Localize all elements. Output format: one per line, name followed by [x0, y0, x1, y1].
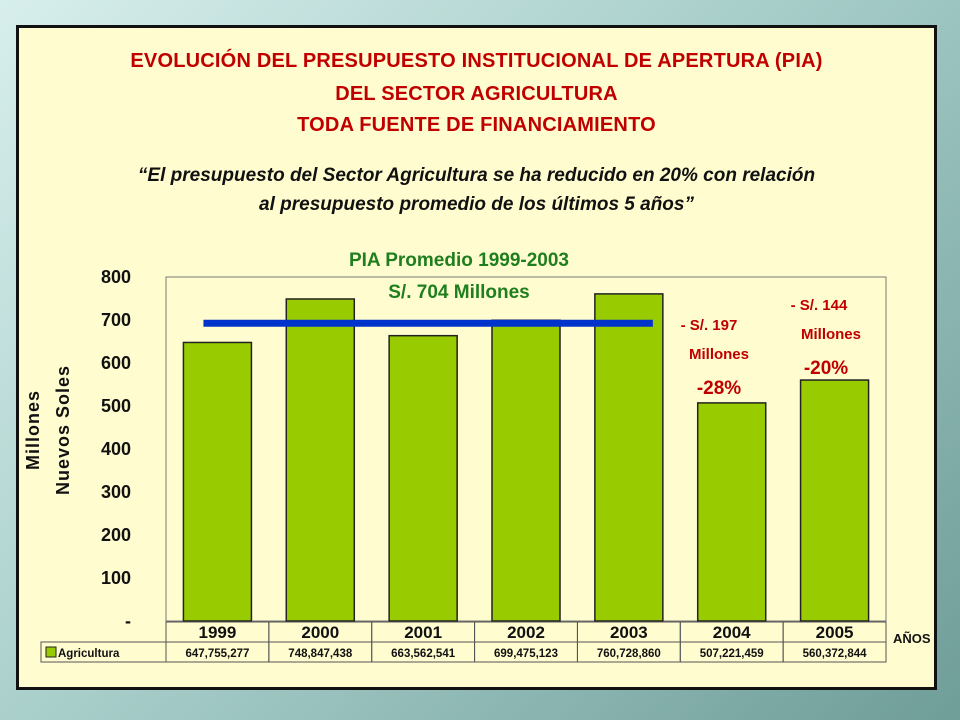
y-tick-label: 800 — [101, 267, 131, 287]
x-tick-label: 2000 — [301, 623, 339, 642]
data-table: 1999 2000 2001 2002 2003 2004 2005 Agricultura 6… — [40, 621, 887, 663]
title-line-1: EVOLUCIÓN DEL PRESUPUESTO INSTITUCIONAL … — [130, 50, 823, 72]
y-tick-label: 400 — [101, 439, 131, 459]
x-tick-label: 2003 — [610, 623, 648, 642]
annotation-2004-amount: - S/. 197 — [680, 317, 738, 334]
y-axis-label-line-2: Nuevos Soles — [53, 365, 73, 495]
y-axis: - 100 200 300 400 500 600 700 800 — [101, 267, 131, 631]
y-tick-label: 200 — [101, 525, 131, 545]
annotation-2005-percent: -20% — [803, 358, 849, 379]
data-label: 647,755,277 — [185, 648, 249, 660]
bar-2001 — [388, 334, 458, 622]
data-label: 748,847,438 — [288, 648, 353, 660]
quote-line-1: “El presupuesto del Sector Agricultura s… — [137, 165, 816, 186]
y-tick-label: 500 — [101, 396, 131, 416]
bar-2003 — [594, 293, 664, 622]
data-label: 760,728,860 — [597, 648, 661, 660]
x-tick-label: 2001 — [404, 623, 442, 642]
legend-swatch — [45, 646, 57, 658]
x-axis-label: AÑOS — [893, 631, 931, 646]
quote-line-2: al presupuesto promedio de los últimos 5… — [259, 194, 694, 215]
data-label: 699,475,123 — [494, 648, 558, 660]
y-tick-label: 300 — [101, 482, 131, 502]
data-label: 663,562,541 — [391, 648, 456, 660]
bar-2002 — [491, 319, 561, 622]
average-label-line-2: S/. 704 Millones — [388, 282, 530, 303]
title-line-2: DEL SECTOR AGRICULTURA — [335, 83, 618, 105]
bar-2005 — [799, 379, 870, 622]
bars-group — [182, 293, 870, 622]
x-tick-label: 2004 — [713, 623, 751, 642]
annotation-2005-unit: Millones — [800, 326, 861, 343]
x-tick-label: 2002 — [507, 623, 545, 642]
bar-2004 — [696, 402, 767, 622]
average-label-line-1: PIA Promedio 1999-2003 — [348, 250, 569, 271]
bar-2000 — [285, 298, 356, 622]
y-axis-label-line-1: Millones — [23, 390, 43, 470]
bar-1999 — [182, 341, 253, 622]
annotation-2005-amount: - S/. 144 — [790, 297, 848, 314]
y-tick-label: 100 — [101, 568, 131, 588]
x-tick-label: 2005 — [816, 623, 854, 642]
y-tick-label: - — [125, 611, 131, 631]
y-tick-label: 600 — [101, 353, 131, 373]
annotation-2004-percent: -28% — [696, 378, 742, 399]
slide: EVOLUCIÓN DEL PRESUPUESTO INSTITUCIONAL … — [16, 25, 937, 690]
legend-label: Agricultura — [58, 648, 120, 660]
bar-chart: - 100 200 300 400 500 600 700 800 Millones Nuevo… — [23, 267, 931, 663]
data-label: 560,372,844 — [803, 648, 868, 660]
data-label: 507,221,459 — [700, 648, 764, 660]
y-tick-label: 700 — [101, 310, 131, 330]
annotation-2004-unit: Millones — [688, 346, 749, 363]
x-tick-label: 1999 — [199, 623, 237, 642]
table-value-cell — [782, 641, 887, 663]
title-line-3: TODA FUENTE DE FINANCIAMIENTO — [297, 114, 656, 136]
